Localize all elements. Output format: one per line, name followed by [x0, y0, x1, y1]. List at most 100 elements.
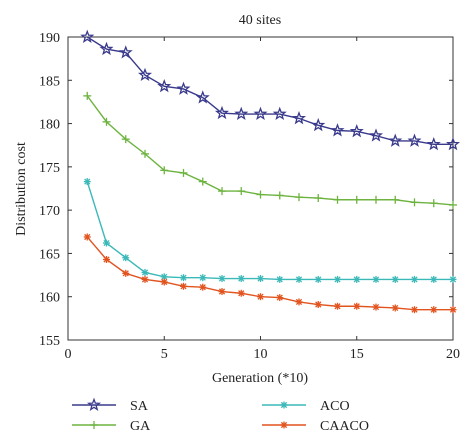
- y-tick-label: 180: [39, 118, 60, 133]
- data-point-ga: [275, 191, 284, 200]
- data-point-caaco: [372, 303, 380, 311]
- data-point-aco: [218, 275, 226, 283]
- data-point-ga: [410, 198, 419, 207]
- data-point-ga: [429, 199, 438, 208]
- data-point-aco: [160, 273, 168, 281]
- data-point-sa: [253, 106, 268, 121]
- y-tick-label: 185: [39, 74, 60, 89]
- data-point-aco: [141, 268, 149, 276]
- data-point-ga: [198, 177, 207, 186]
- axis-ticks: 0 5 10 15 20 155 160 165 170 175 180 185 190: [39, 31, 460, 362]
- series-sa: [80, 29, 461, 151]
- data-point-aco: [276, 275, 284, 283]
- data-point-ga: [333, 195, 342, 204]
- data-point-ga: [391, 195, 400, 204]
- legend-label: CAACO: [320, 419, 369, 434]
- x-tick-label: 0: [65, 347, 72, 362]
- x-tick-label: 5: [161, 347, 168, 362]
- legend-marker: [86, 397, 102, 411]
- data-point-caaco: [180, 282, 187, 290]
- y-tick-label: 175: [39, 161, 60, 176]
- data-point-aco: [449, 275, 457, 283]
- data-point-sa: [291, 111, 307, 125]
- data-point-caaco: [122, 269, 130, 277]
- legend-item-sa: SA: [72, 397, 149, 414]
- data-point-sa: [368, 128, 384, 142]
- data-point-ga: [179, 168, 188, 177]
- chart-title: 40 sites: [239, 13, 281, 28]
- legend-label: ACO: [320, 399, 350, 414]
- data-point-sa: [445, 136, 461, 151]
- data-point-ga: [141, 149, 149, 158]
- data-point-sa: [195, 90, 210, 104]
- series-aco: [83, 178, 457, 283]
- data-point-ga: [295, 193, 303, 202]
- legend-item-ga: GA: [72, 419, 151, 434]
- data-point-aco: [353, 275, 361, 283]
- data-point-ga: [121, 135, 130, 144]
- data-point-aco: [295, 275, 303, 283]
- legend-label: GA: [130, 419, 151, 434]
- data-point-sa: [137, 67, 153, 82]
- series-caaco: [83, 233, 457, 314]
- data-point-aco: [372, 275, 380, 283]
- data-point-ga: [314, 194, 323, 203]
- data-point-caaco: [276, 294, 284, 302]
- legend-marker: [90, 421, 98, 429]
- y-tick-label: 160: [39, 291, 60, 306]
- data-point-aco: [391, 275, 399, 283]
- data-point-caaco: [353, 302, 361, 310]
- data-point-aco: [180, 274, 187, 282]
- data-point-sa: [99, 41, 114, 56]
- data-point-caaco: [237, 289, 245, 297]
- data-point-sa: [349, 123, 364, 138]
- data-point-caaco: [391, 304, 399, 312]
- data-point-aco: [430, 275, 438, 283]
- data-point-ga: [83, 91, 92, 100]
- series-layer: [80, 29, 461, 314]
- data-point-sa: [234, 106, 249, 121]
- data-point-ga: [237, 187, 246, 196]
- y-tick-label: 155: [39, 334, 60, 349]
- legend-marker: [280, 401, 288, 409]
- x-tick-label: 20: [446, 347, 460, 362]
- data-point-aco: [334, 275, 341, 283]
- data-point-caaco: [83, 233, 91, 241]
- data-point-sa: [214, 105, 230, 120]
- data-point-ga: [256, 190, 265, 199]
- data-point-sa: [157, 78, 172, 93]
- data-point-aco: [122, 254, 130, 262]
- series-ga: [83, 91, 457, 209]
- data-point-caaco: [449, 306, 457, 314]
- data-point-ga: [218, 187, 226, 196]
- legend-item-aco: ACO: [262, 399, 350, 414]
- data-point-sa: [118, 45, 133, 59]
- plot-area: [67, 36, 454, 341]
- data-point-sa: [272, 106, 287, 121]
- data-point-caaco: [295, 298, 303, 306]
- legend-item-caaco: CAACO: [262, 419, 369, 434]
- data-point-caaco: [411, 306, 418, 314]
- data-point-ga: [449, 200, 457, 209]
- legend-label: SA: [130, 399, 149, 414]
- data-point-ga: [102, 117, 111, 126]
- data-point-caaco: [334, 302, 341, 310]
- x-axis-label: Generation (*10): [212, 371, 308, 386]
- data-point-aco: [257, 275, 264, 283]
- data-point-sa: [388, 133, 403, 147]
- y-tick-label: 170: [39, 204, 60, 219]
- data-point-caaco: [141, 275, 149, 283]
- data-point-caaco: [160, 278, 168, 286]
- data-point-sa: [407, 133, 422, 147]
- data-point-aco: [237, 275, 245, 283]
- data-point-sa: [330, 123, 345, 137]
- data-point-ga: [160, 166, 169, 175]
- data-point-sa: [176, 81, 191, 95]
- data-point-aco: [199, 274, 207, 282]
- data-point-caaco: [103, 255, 110, 263]
- x-tick-label: 15: [350, 347, 364, 362]
- y-tick-label: 165: [39, 247, 60, 262]
- data-point-aco: [411, 275, 418, 283]
- legend: SA GA ACO CAACO: [72, 397, 369, 434]
- y-tick-label: 190: [39, 31, 60, 46]
